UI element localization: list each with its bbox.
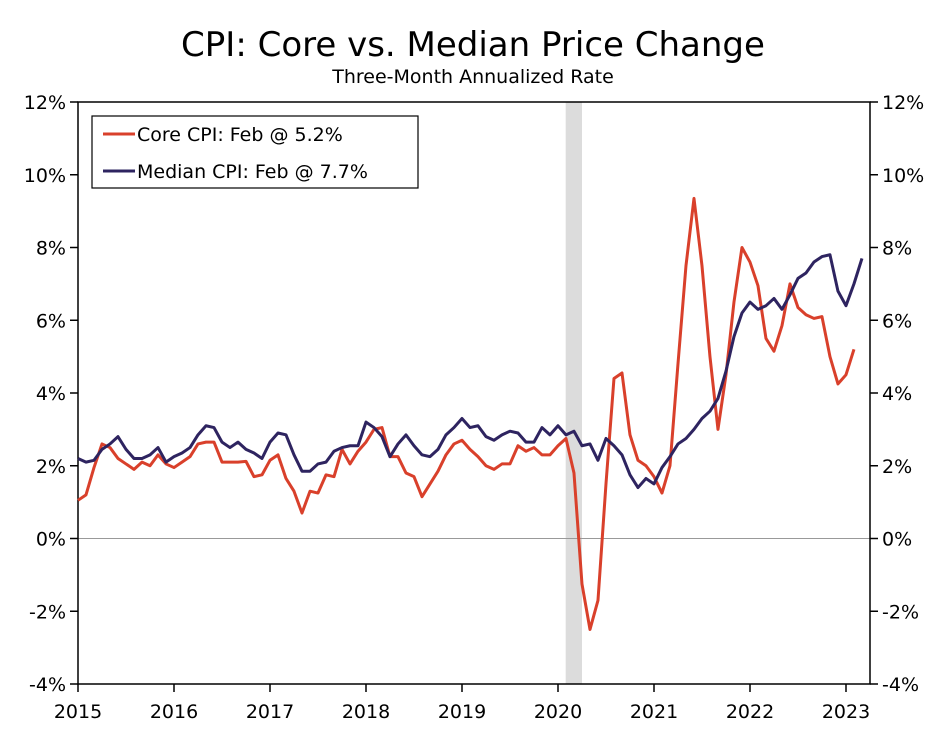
y-axis-right: -4% -2% 0% 2% 4% 6% 8% 10% 12% (870, 92, 924, 696)
y-tick-label-left: 4% (36, 383, 66, 405)
series-line-median (77, 253, 864, 490)
plot-frame (77, 101, 871, 685)
x-tick-label: 2019 (438, 701, 486, 723)
chart-subtitle: Three-Month Annualized Rate (331, 66, 614, 88)
y-tick-label-left: 8% (36, 238, 66, 260)
x-tick-label: 2022 (726, 701, 774, 723)
y-tick-label-right: 4% (882, 383, 912, 405)
y-tick-label-left: 2% (36, 456, 66, 478)
y-tick-label-right: 8% (882, 238, 912, 260)
series-line-core (77, 196, 856, 631)
y-tick-label-left: 10% (24, 165, 66, 187)
y-tick-label-right: 6% (882, 310, 912, 332)
chart-title: CPI: Core vs. Median Price Change (181, 25, 765, 65)
y-tick-label-left: 0% (36, 529, 66, 551)
y-tick-label-left: 12% (24, 92, 66, 114)
x-tick-label: 2017 (246, 701, 294, 723)
x-tick-label: 2015 (54, 701, 102, 723)
y-tick-label-right: 2% (882, 456, 912, 478)
y-tick-label-right: 0% (882, 529, 912, 551)
legend-label-median: Median CPI: Feb @ 7.7% (137, 161, 368, 183)
legend-label-core: Core CPI: Feb @ 5.2% (137, 124, 343, 146)
x-tick-label: 2016 (150, 701, 198, 723)
x-tick-label: 2020 (534, 701, 582, 723)
y-tick-label-left: -4% (29, 674, 66, 696)
y-tick-label-left: -2% (29, 601, 66, 623)
y-axis-left: -4% -2% 0% 2% 4% 6% 8% 10% 12% (24, 92, 78, 696)
x-tick-label: 2018 (342, 701, 390, 723)
legend: Core CPI: Feb @ 5.2% Median CPI: Feb @ 7… (91, 115, 419, 189)
y-tick-label-right: -4% (882, 674, 919, 696)
y-tick-label-left: 6% (36, 310, 66, 332)
x-tick-label: 2021 (630, 701, 678, 723)
y-tick-label-right: 10% (882, 165, 924, 187)
y-tick-label-right: 12% (882, 92, 924, 114)
x-tick-label: 2023 (822, 701, 870, 723)
y-tick-label-right: -2% (882, 601, 919, 623)
x-axis: 2015 2016 2017 2018 2019 2020 2021 2022 2023 (54, 684, 870, 723)
recession-band (565, 102, 582, 684)
legend-box (91, 115, 419, 189)
